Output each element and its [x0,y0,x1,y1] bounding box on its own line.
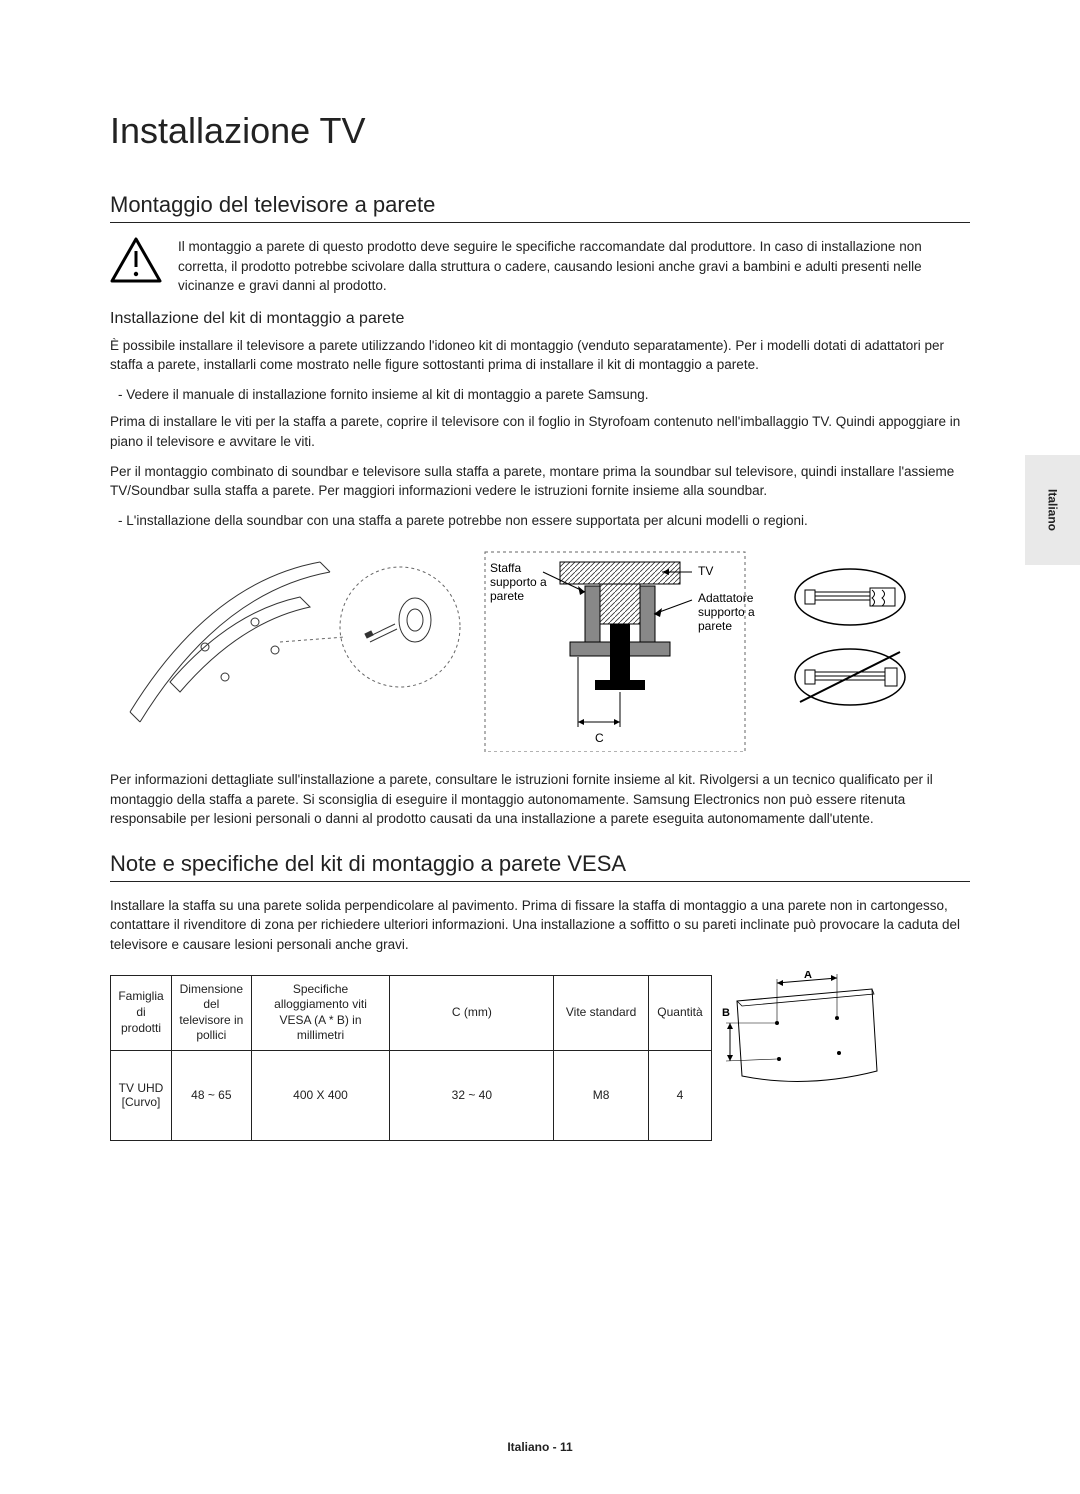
td-family: TV UHD [Curvo] [111,1050,172,1140]
td-size: 48 ~ 65 [172,1050,252,1140]
section1-p4: Per informazioni dettagliate sull'instal… [110,770,970,829]
th-family: Famiglia di prodotti [111,975,172,1050]
td-c: 32 ~ 40 [390,1050,554,1140]
td-screw: M8 [554,1050,649,1140]
page-footer: Italiano - 11 [0,1440,1080,1454]
th-size: Dimensione del televisore in pollici [172,975,252,1050]
vesa-specs-table: Famiglia di prodotti Dimensione del tele… [110,975,712,1141]
vesa-dimension-diagram: A B [722,971,887,1101]
page-title: Installazione TV [110,110,970,152]
section1-bullet2: L'installazione della soundbar con una s… [110,511,970,531]
section1-p3: Per il montaggio combinato di soundbar e… [110,462,970,501]
section2-p1: Installare la staffa su una parete solid… [110,896,970,955]
th-vesa: Specifiche alloggiamento viti VESA (A * … [251,975,390,1050]
diagram-label-bracket: Staffa supporto a parete [490,561,550,603]
warning-block: Il montaggio a parete di questo prodotto… [110,237,970,296]
td-vesa: 400 X 400 [251,1050,390,1140]
language-tab-label: Italiano [1046,489,1060,531]
warning-icon [110,237,162,285]
language-tab: Italiano [1025,455,1080,565]
th-screw: Vite standard [554,975,649,1050]
section2-heading: Note e specifiche del kit di montaggio a… [110,851,970,882]
section1-p1: È possibile installare il televisore a p… [110,336,970,375]
section1-p2: Prima di installare le viti per la staff… [110,412,970,451]
section1-heading: Montaggio del televisore a parete [110,192,970,223]
vesa-label-b: B [722,1007,730,1019]
vesa-label-a: A [804,971,812,981]
th-c: C (mm) [390,975,554,1050]
diagram-label-c: C [595,731,604,745]
td-qty: 4 [648,1050,711,1140]
mounting-diagram: Staffa supporto a parete TV Adattatore s… [110,542,970,752]
section1-bullet1: Vedere il manuale di installazione forni… [110,385,970,405]
th-qty: Quantità [648,975,711,1050]
diagram-label-tv: TV [698,564,713,578]
section1-subheading: Installazione del kit di montaggio a par… [110,310,970,328]
diagram-label-adapter: Adattatore supporto a parete [698,591,758,633]
warning-text: Il montaggio a parete di questo prodotto… [178,237,970,296]
